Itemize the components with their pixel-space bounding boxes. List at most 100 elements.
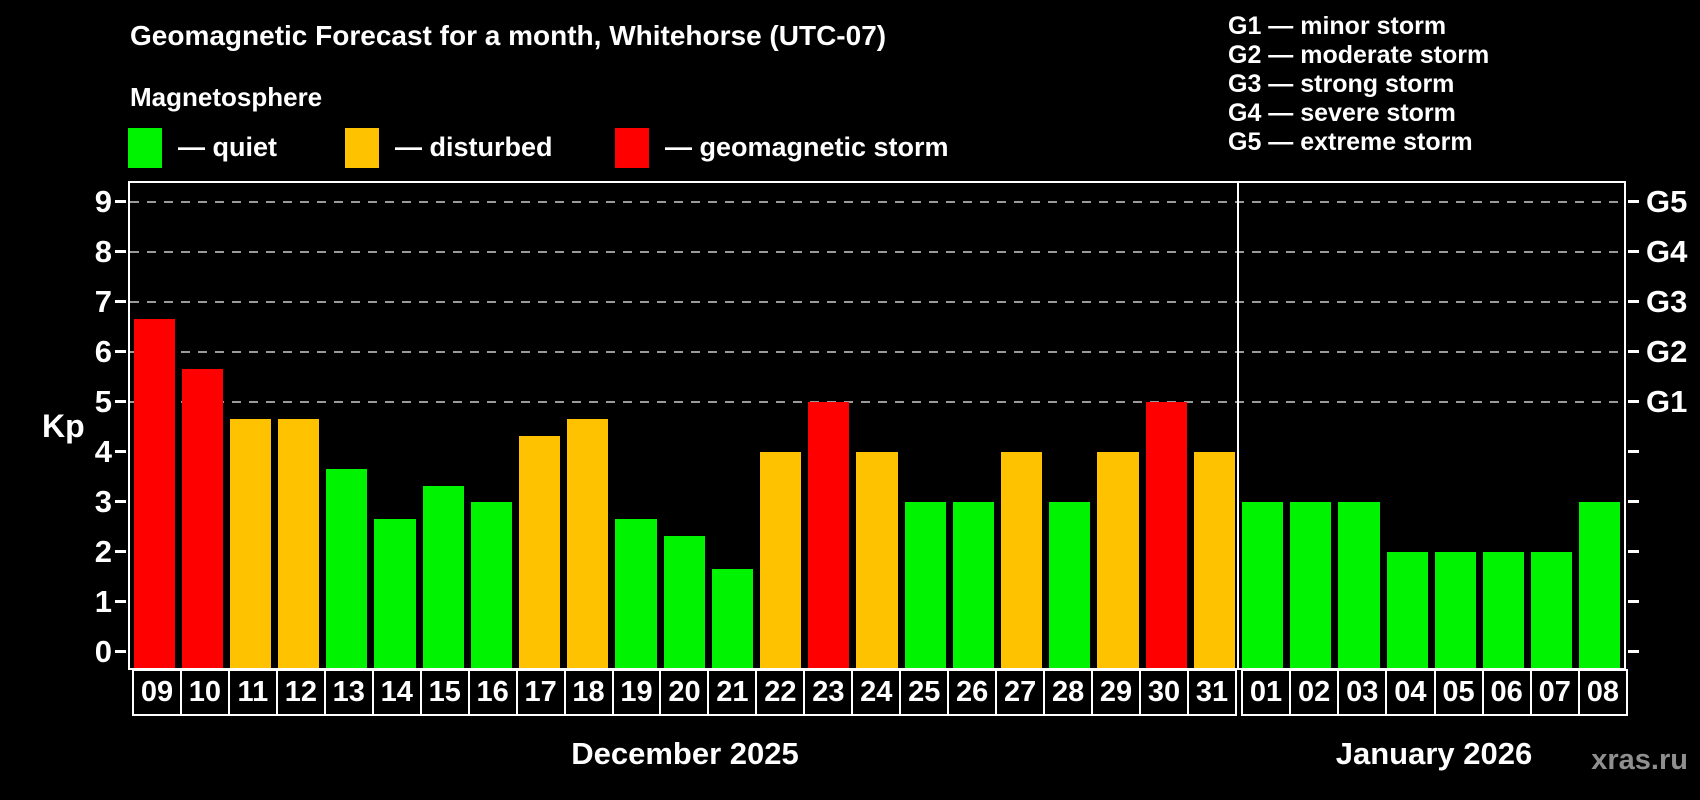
g-scale-legend: G1 — minor storm G2 — moderate storm G3 … (1228, 12, 1489, 157)
day-cell-dec-15: 15 (419, 669, 470, 716)
kp-bar-dec-19 (615, 518, 657, 668)
right-tick-kp2 (1628, 550, 1639, 553)
quiet-legend-label: — quiet (178, 132, 277, 162)
kp-bar-dec-30 (1145, 402, 1187, 668)
y-tick-label-5: 5 (94, 384, 112, 419)
right-tick-kp5 (1628, 400, 1639, 403)
watermark: xras.ru (1591, 744, 1688, 776)
kp-bar-dec-15 (422, 485, 464, 668)
left-tick-kp8 (115, 250, 126, 253)
left-tick-kp0 (115, 650, 126, 653)
y-tick-label-9: 9 (94, 184, 112, 219)
left-tick-kp7 (115, 300, 126, 303)
kp-bar-dec-16 (470, 502, 513, 668)
left-tick-kp5 (115, 400, 126, 403)
day-cell-dec-13: 13 (323, 669, 374, 716)
kp-bar-jan-01 (1241, 502, 1284, 668)
january-day-labels-row: 01 02 03 04 05 06 07 08 (1241, 669, 1628, 716)
g2-legend-line: G2 — moderate storm (1228, 41, 1490, 69)
right-axis-label-g2: G2 (1646, 334, 1688, 369)
y-tick-label-0: 0 (94, 634, 112, 669)
kp-bar-dec-24 (856, 452, 898, 668)
gridline-kp5 (130, 401, 1624, 403)
right-axis-label-g4: G4 (1646, 234, 1688, 269)
day-cell-dec-12: 12 (275, 669, 326, 716)
plot-area: 0 1 2 3 4 5 6 7 8 9 G1 G2 G3 G4 G5 (95, 181, 1687, 670)
kp-bar-dec-20 (663, 535, 705, 668)
day-cell-dec-27: 27 (995, 669, 1046, 716)
kp-bar-dec-21 (711, 568, 753, 668)
kp-bar-dec-17 (519, 435, 561, 668)
g4-legend-line: G4 — severe storm (1228, 99, 1456, 127)
y-axis-title: Kp (42, 408, 85, 444)
kp-bar-dec-23 (808, 402, 850, 668)
left-tick-kp1 (115, 600, 126, 603)
day-cell-jan-05: 05 (1433, 669, 1484, 716)
day-cell-jan-02: 02 (1289, 669, 1340, 716)
right-tick-kp3 (1628, 500, 1639, 503)
g1-legend-line: G1 — minor storm (1228, 12, 1447, 40)
day-cell-jan-06: 06 (1481, 669, 1532, 716)
kp-bar-dec-31 (1193, 452, 1235, 668)
disturbed-color-swatch-icon (345, 128, 379, 168)
day-cell-dec-18: 18 (563, 669, 614, 716)
right-tick-kp7 (1628, 300, 1639, 303)
day-cell-dec-09: 09 (132, 669, 182, 716)
kp-bar-dec-09 (133, 318, 175, 668)
day-cell-jan-04: 04 (1385, 669, 1436, 716)
page-title: Geomagnetic Forecast for a month, Whiteh… (130, 20, 887, 51)
kp-bar-dec-25 (904, 502, 946, 668)
kp-bar-dec-11 (229, 418, 272, 668)
day-cell-dec-31: 31 (1186, 669, 1237, 716)
day-cell-dec-22: 22 (755, 669, 806, 716)
day-cell-dec-24: 24 (851, 669, 902, 716)
left-tick-kp2 (115, 550, 126, 553)
kp-bar-jan-03 (1338, 502, 1380, 668)
day-cell-dec-29: 29 (1091, 669, 1142, 716)
left-tick-kp9 (115, 200, 126, 203)
right-tick-kp6 (1628, 350, 1639, 353)
left-tick-kp3 (115, 500, 126, 503)
day-cell-dec-25: 25 (899, 669, 950, 716)
kp-bar-jan-06 (1482, 552, 1525, 668)
january-month-label: January 2026 (1335, 736, 1533, 771)
kp-bar-jan-04 (1386, 552, 1428, 668)
storm-color-swatch-icon (615, 128, 649, 168)
day-cell-dec-14: 14 (371, 669, 422, 716)
right-tick-kp1 (1628, 600, 1639, 603)
day-cell-jan-01: 01 (1241, 669, 1292, 716)
y-tick-label-6: 6 (94, 334, 112, 369)
day-cell-dec-19: 19 (611, 669, 662, 716)
kp-bar-dec-10 (181, 368, 223, 668)
day-cell-dec-10: 10 (179, 669, 230, 716)
y-tick-label-8: 8 (94, 234, 112, 269)
kp-bar-jan-08 (1579, 502, 1621, 668)
kp-bar-jan-05 (1434, 552, 1476, 668)
kp-bar-dec-28 (1049, 502, 1091, 668)
kp-bar-dec-26 (952, 502, 994, 668)
gridline-kp6 (130, 351, 1624, 353)
left-tick-kp6 (115, 350, 126, 353)
day-cell-dec-20: 20 (659, 669, 710, 716)
kp-bar-dec-12 (278, 418, 320, 668)
right-axis-label-g3: G3 (1646, 284, 1688, 319)
y-tick-label-1: 1 (94, 584, 112, 619)
gridline-kp7 (130, 301, 1624, 303)
right-tick-kp0 (1628, 650, 1639, 653)
y-tick-label-3: 3 (94, 484, 112, 519)
status-legend: — quiet — disturbed — geomagnetic storm (0, 126, 1100, 168)
y-tick-label-4: 4 (94, 434, 112, 469)
day-cell-dec-28: 28 (1043, 669, 1094, 716)
day-cell-jan-07: 07 (1529, 669, 1580, 716)
day-cell-dec-17: 17 (515, 669, 566, 716)
y-tick-label-7: 7 (94, 284, 112, 319)
quiet-color-swatch-icon (128, 128, 162, 168)
day-cell-jan-03: 03 (1337, 669, 1388, 716)
day-cell-jan-08: 08 (1577, 669, 1628, 716)
left-tick-kp4 (115, 450, 126, 453)
y-tick-label-2: 2 (94, 534, 112, 569)
kp-bar-jan-07 (1531, 552, 1573, 668)
kp-bar-dec-27 (1000, 452, 1043, 668)
kp-bar-dec-22 (760, 452, 802, 668)
